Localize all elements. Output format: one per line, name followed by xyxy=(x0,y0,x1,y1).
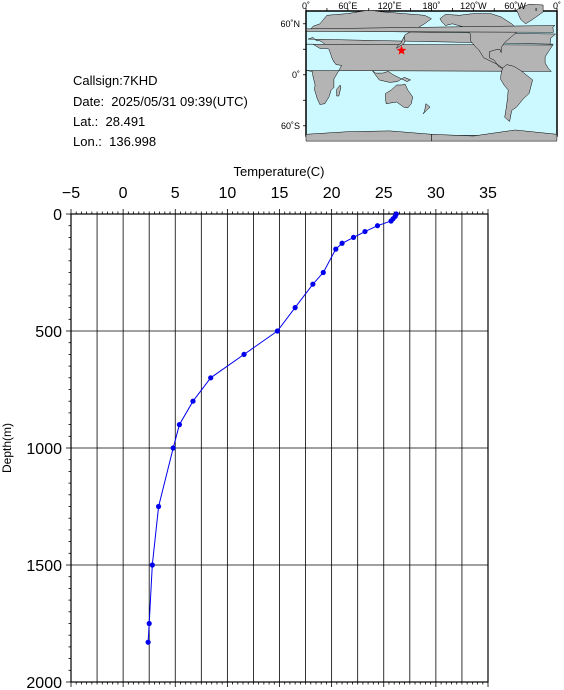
data-point xyxy=(310,281,316,287)
data-point xyxy=(320,269,326,276)
map-longitude-label: 120˚W xyxy=(460,1,487,11)
landmass xyxy=(396,35,406,50)
data-point xyxy=(146,620,152,627)
map-longitude-label: 60˚W xyxy=(504,1,526,11)
x-tick-label: 35 xyxy=(479,185,497,202)
data-point xyxy=(155,503,162,510)
y-tick-label: 500 xyxy=(35,324,62,341)
y-tick-labels: 0 500 1000 1500 2000 xyxy=(26,207,62,690)
data-point xyxy=(374,223,381,229)
x-tick-label: 0 xyxy=(119,185,128,202)
y-tick-label: 1000 xyxy=(26,441,62,458)
landmass xyxy=(305,25,556,33)
callsign-label: Callsign:7KHD xyxy=(73,73,158,88)
landmass xyxy=(422,103,431,115)
chart-grid xyxy=(71,214,488,682)
map-latitude-label: 60˚S xyxy=(281,121,300,131)
station-marker-star xyxy=(396,45,407,55)
x-tick-labels: −5 0 5 10 15 20 25 30 35 xyxy=(62,185,497,202)
map-coordinate-labels: 0˚ 60˚E 120˚E 180˚ 120˚W 60˚W 0˚60˚N0˚60˚S xyxy=(280,1,561,131)
data-point xyxy=(149,562,155,568)
x-tick-label: 10 xyxy=(218,185,236,202)
map-longitude-label: 0˚ xyxy=(302,1,310,11)
map-tick-marks xyxy=(303,8,558,127)
data-point xyxy=(333,246,339,252)
data-point xyxy=(170,445,176,451)
landmass xyxy=(431,129,558,142)
map-latitude-label: 60˚N xyxy=(280,19,300,29)
data-point xyxy=(292,305,298,311)
map-longitude-label: 0˚ xyxy=(553,1,561,11)
data-point xyxy=(208,375,214,381)
chart-ticks xyxy=(66,209,489,687)
map-longitude-label: 180˚ xyxy=(422,1,440,11)
data-point xyxy=(241,351,247,357)
map-latitude-label: 0˚ xyxy=(292,70,300,80)
latitude-label: Lat.: 28.491 xyxy=(73,114,146,129)
x-tick-label: 20 xyxy=(323,185,341,202)
map-longitude-label: 120˚E xyxy=(378,1,402,11)
data-point xyxy=(274,328,281,334)
data-point xyxy=(362,228,368,235)
y-tick-label: 0 xyxy=(53,207,62,224)
y-tick-label: 2000 xyxy=(26,675,62,690)
data-point xyxy=(190,398,196,404)
x-tick-label: −5 xyxy=(62,185,80,202)
y-tick-label: 1500 xyxy=(26,558,62,575)
temperature-profile-line xyxy=(147,213,397,643)
y-axis-title: Depth(m) xyxy=(0,423,14,473)
x-tick-label: 30 xyxy=(427,185,445,202)
data-point xyxy=(339,240,345,246)
landmass xyxy=(385,83,413,109)
temperature-profile-points xyxy=(145,211,399,645)
location-map: 0˚ 60˚E 120˚E 180˚ 120˚W 60˚W 0˚60˚N0˚60˚S xyxy=(280,1,561,142)
data-point xyxy=(176,422,183,428)
x-tick-label: 15 xyxy=(271,185,289,202)
date-label: Date: 2025/05/31 09:39(UTC) xyxy=(73,94,248,109)
data-point xyxy=(388,218,394,224)
x-axis-title: Temperature(C) xyxy=(233,164,324,179)
landmass xyxy=(336,84,342,97)
x-tick-label: 25 xyxy=(375,185,393,202)
x-tick-label: 5 xyxy=(171,185,180,202)
landmass xyxy=(500,64,533,122)
data-point xyxy=(350,234,357,240)
data-point xyxy=(145,639,151,645)
longitude-label: Lon.: 136.998 xyxy=(73,134,157,149)
map-landmasses xyxy=(305,3,558,142)
landmass xyxy=(371,70,412,83)
map-longitude-label: 60˚E xyxy=(338,1,357,11)
